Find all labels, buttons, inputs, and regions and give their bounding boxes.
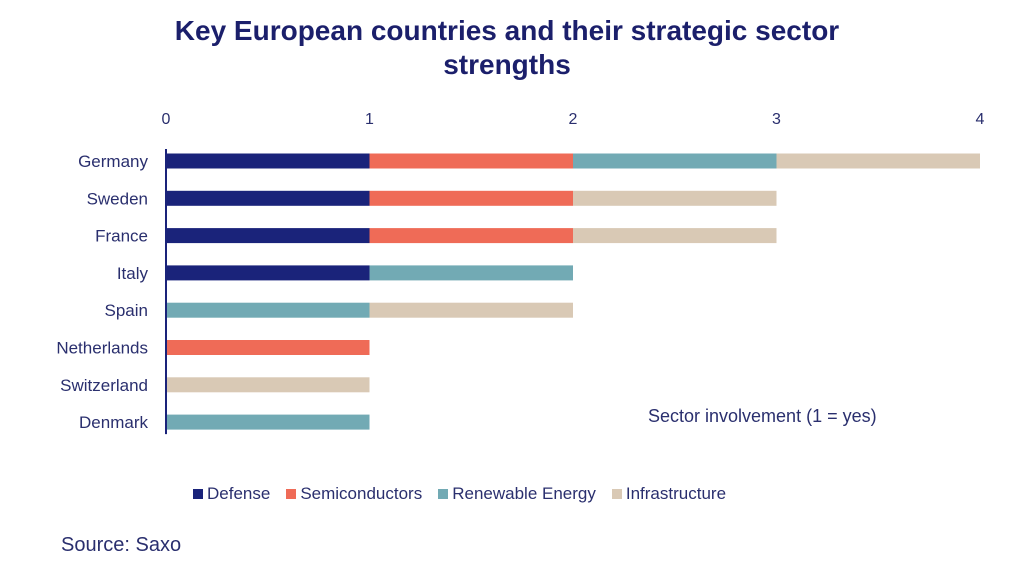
legend-swatch	[286, 489, 297, 499]
source-note: Source: Saxo	[61, 534, 182, 556]
legend-swatch	[193, 489, 203, 499]
bar-segment	[369, 153, 573, 169]
category-label: Germany	[78, 152, 148, 171]
legend-label: Defense	[207, 484, 271, 503]
chart-title-line-1: Key European countries and their strateg…	[174, 15, 840, 46]
legend-swatch	[611, 489, 622, 499]
legend-label: Renewable Energy	[452, 484, 596, 503]
legend-label: Infrastructure	[625, 484, 727, 503]
bar-segment	[573, 190, 777, 206]
chart-title-line-2: strengths	[443, 49, 571, 80]
stacked-bar-chart: 0 1 2 3 4 Germany Sweden France Italy Spain Nether…	[56, 111, 985, 435]
chart-legend: Defense Semiconductors Renewable Energy Inf…	[193, 484, 742, 504]
bar-segment	[573, 153, 777, 169]
bar-segment	[166, 228, 370, 244]
bar-segment	[369, 190, 573, 206]
x-tick-label: 2	[569, 111, 578, 128]
legend-swatch	[438, 489, 449, 499]
bar-segment	[166, 377, 370, 393]
legend-label: Semiconductors	[300, 484, 423, 503]
legend-item: Infrastructure	[611, 484, 727, 504]
legend-item: Semiconductors	[286, 484, 422, 504]
category-label: Denmark	[79, 413, 148, 432]
sector-involvement-note: Sector involvement (1 = yes)	[648, 406, 877, 426]
bar-segment	[166, 153, 370, 169]
chart-title: Key European countries and their strateg…	[0, 14, 1014, 82]
category-label: Sweden	[87, 189, 148, 208]
category-label: Switzerland	[60, 376, 148, 395]
bar-segment	[166, 414, 370, 430]
category-label: Spain	[105, 301, 148, 320]
category-label: Italy	[117, 264, 149, 283]
legend-item: Renewable Energy	[438, 484, 596, 504]
bar-segment	[369, 228, 573, 244]
x-tick-label: 1	[365, 111, 374, 128]
x-tick-label: 3	[772, 111, 781, 128]
bar-segment	[166, 302, 370, 318]
category-label: Netherlands	[56, 339, 148, 358]
bar-segment	[166, 340, 370, 355]
bar-segment	[369, 265, 573, 281]
bar-segment	[573, 228, 777, 244]
bar-segment	[776, 153, 980, 169]
legend-item: Defense	[193, 484, 270, 504]
x-tick-label: 4	[976, 111, 985, 128]
x-tick-label: 0	[162, 111, 171, 128]
bar-segment	[166, 190, 370, 206]
bar-segment	[166, 265, 370, 281]
bar-segment	[369, 302, 573, 318]
category-label: France	[95, 227, 148, 246]
